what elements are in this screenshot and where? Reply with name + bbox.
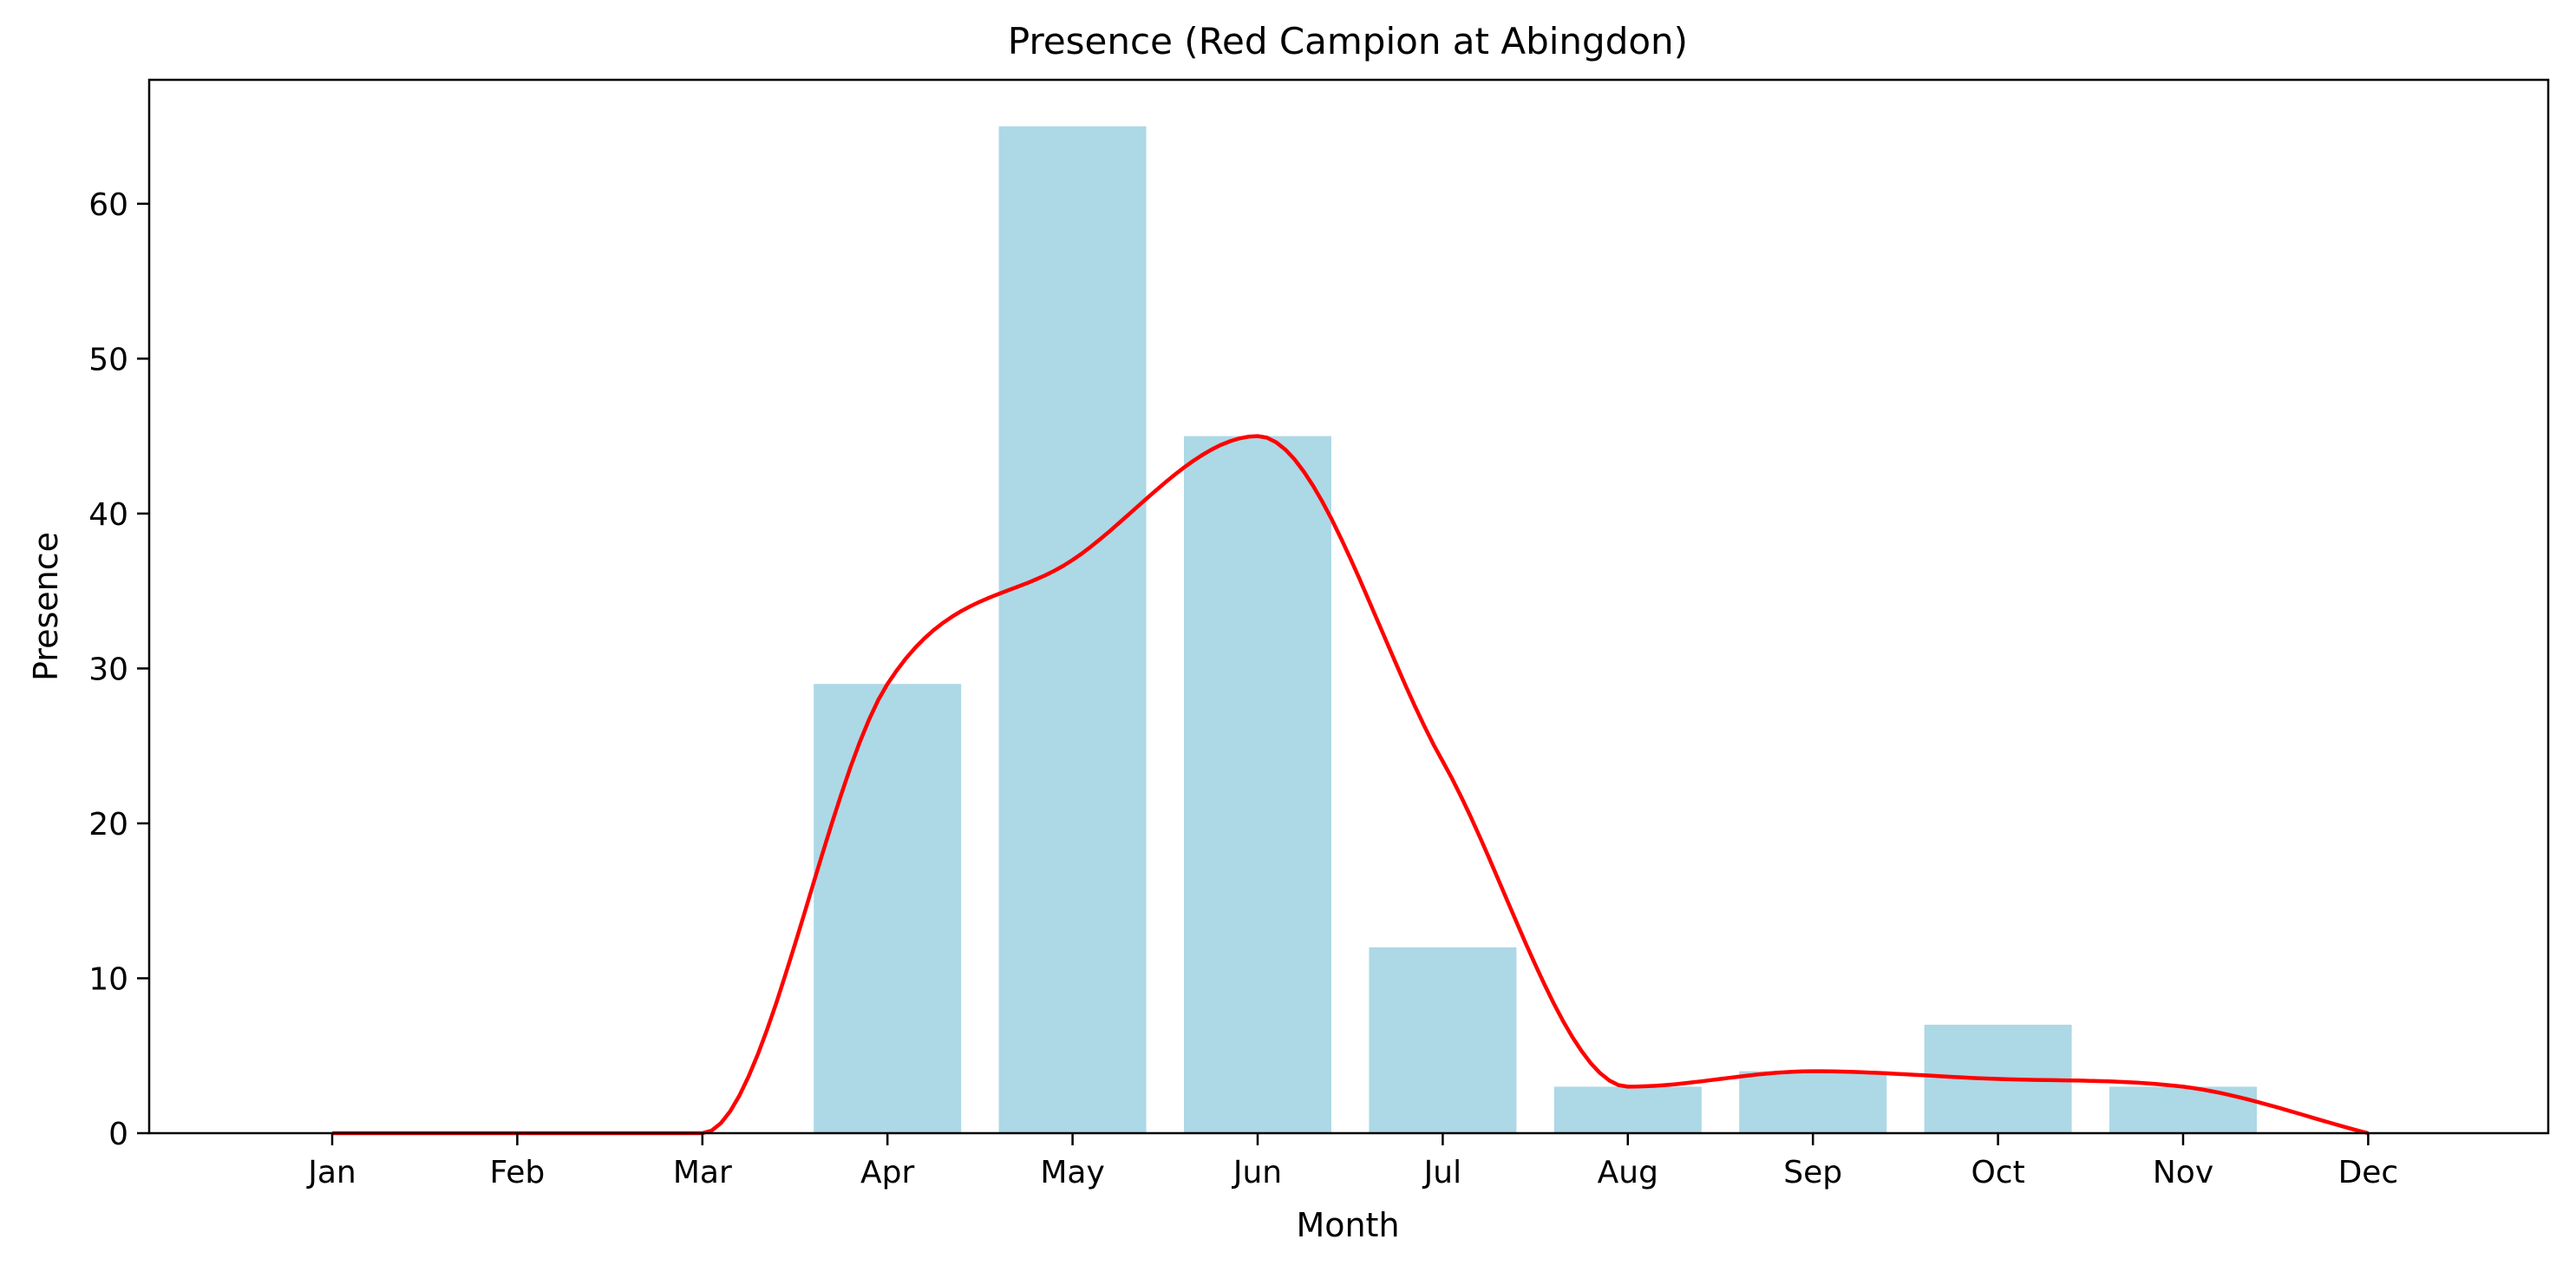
y-axis-label: Presence (27, 532, 65, 681)
x-tick-label: Apr (860, 1155, 914, 1190)
y-tick-label: 20 (88, 807, 128, 843)
y-tick-label: 60 (88, 187, 128, 223)
plot-area-frame (147, 78, 2550, 1135)
chart-title: Presence (Red Campion at Abingdon) (1008, 20, 1688, 62)
x-tick-label: Jun (1232, 1155, 1282, 1190)
bar-nov (2109, 1086, 2257, 1133)
x-axis-label: Month (1296, 1206, 1399, 1244)
x-tick-label: May (1040, 1155, 1104, 1190)
y-tick-label: 40 (88, 497, 128, 533)
x-tick-label: Sep (1783, 1155, 1842, 1190)
y-tick-label: 50 (88, 342, 128, 377)
y-axis: 0 10 20 30 40 50 60 (88, 187, 149, 1152)
bar-series (814, 126, 2257, 1133)
x-tick-label: Jul (1422, 1155, 1461, 1190)
bar-may (998, 126, 1147, 1133)
y-tick-label: 30 (88, 652, 128, 687)
bar-apr (814, 684, 962, 1133)
x-tick-label: Jan (306, 1155, 356, 1190)
x-tick-label: Oct (1971, 1155, 2024, 1190)
x-tick-label: Dec (2338, 1155, 2399, 1190)
y-tick-label: 0 (108, 1117, 128, 1152)
bar-sep (1739, 1071, 1887, 1133)
x-axis: Jan Feb Mar Apr May Jun Jul Aug Sep Oct Nov Dec (306, 1133, 2398, 1190)
x-tick-label: Mar (673, 1155, 732, 1190)
bar-jul (1369, 947, 1517, 1133)
x-tick-label: Nov (2153, 1155, 2213, 1190)
x-tick-label: Feb (490, 1155, 546, 1190)
bar-aug (1553, 1086, 1702, 1133)
bar-jun (1184, 436, 1331, 1133)
x-tick-label: Aug (1598, 1155, 1658, 1190)
y-tick-label: 10 (88, 961, 128, 997)
